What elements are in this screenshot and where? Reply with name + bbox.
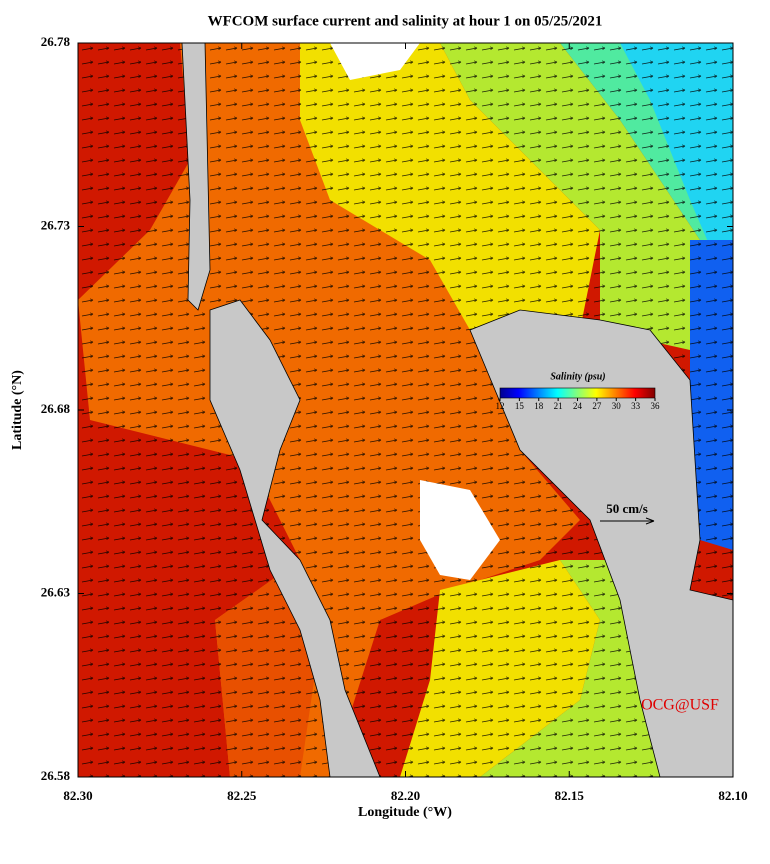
x-tick-label: 82.15 — [555, 788, 585, 803]
y-tick-label: 26.63 — [41, 584, 71, 599]
x-tick-label: 82.10 — [718, 788, 747, 803]
colorbar-label: Salinity (psu) — [550, 371, 605, 382]
colorbar-tick-label: 27 — [592, 401, 602, 411]
colorbar-tick-label: 30 — [612, 401, 622, 411]
colorbar-tick-label: 18 — [534, 401, 544, 411]
x-axis-label: Longitude (°W) — [358, 805, 452, 820]
colorbar-tick-label: 24 — [573, 401, 583, 411]
colorbar-tick-label: 21 — [554, 401, 563, 411]
colorbar-tick-label: 36 — [651, 401, 661, 411]
colorbar-tick-label: 12 — [496, 401, 505, 411]
salinity-field — [78, 43, 733, 777]
scale-arrow — [600, 517, 655, 525]
colorbar — [499, 387, 656, 399]
annotation: OCG@USF — [641, 697, 719, 714]
y-axis-label: Latitude (°N) — [10, 370, 25, 450]
y-tick-label: 26.78 — [41, 34, 71, 49]
map-title: WFCOM surface current and salinity at ho… — [208, 13, 603, 29]
x-tick-label: 82.30 — [63, 788, 92, 803]
y-tick-label: 26.58 — [41, 768, 71, 783]
y-tick-label: 26.73 — [41, 217, 71, 232]
colorbar-tick-label: 15 — [515, 401, 525, 411]
y-tick-label: 26.68 — [41, 401, 71, 416]
x-tick-label: 82.20 — [391, 788, 420, 803]
scale-label: 50 cm/s — [606, 501, 648, 516]
x-tick-label: 82.25 — [227, 788, 257, 803]
colorbar-tick-label: 33 — [631, 401, 641, 411]
